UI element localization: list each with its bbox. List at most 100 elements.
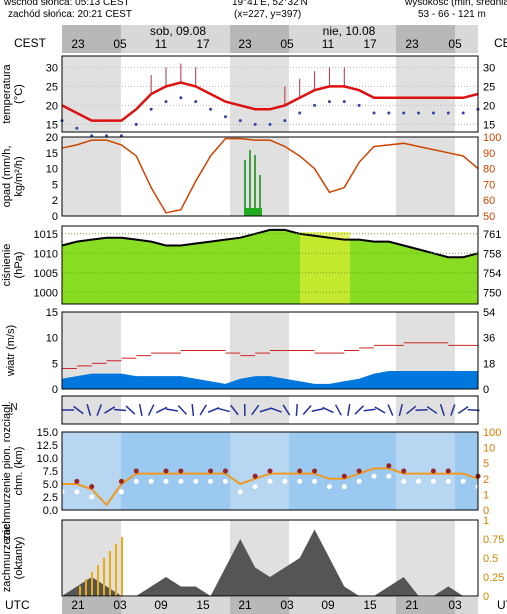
hour-bottom-label: 03 <box>113 598 127 612</box>
hour-top-label: 23 <box>71 37 85 51</box>
cloud-base-point <box>237 489 243 495</box>
wind-direction-arrow <box>125 405 136 415</box>
pressure-tick-left: 1010 <box>34 248 58 260</box>
night-shade <box>230 396 289 424</box>
night-shade <box>396 56 455 132</box>
panel-border <box>61 225 479 305</box>
temp-tick-left: 15 <box>46 119 58 131</box>
dewpoint-point <box>164 100 168 104</box>
precip-tick-left: 10 <box>46 164 58 176</box>
cloud-base-point <box>341 484 347 490</box>
precip-bar <box>244 208 262 216</box>
cloud-base-point <box>297 478 303 484</box>
cloud-tick-right: 10 <box>483 443 495 455</box>
dewpoint-point <box>268 122 272 126</box>
cloud-top-point <box>267 468 273 474</box>
precip-tick-left: 15 <box>46 148 58 160</box>
dewpoint-point <box>298 111 302 115</box>
panel-border <box>61 519 479 597</box>
cloud-base-point <box>371 473 377 479</box>
cloud-cover-area <box>62 529 478 596</box>
panel-border <box>61 311 479 390</box>
wind-direction-arrow <box>282 404 291 416</box>
dewpoint-point <box>387 111 391 115</box>
temp-tick-right: 30 <box>483 62 495 74</box>
cloud-top-point <box>430 468 436 474</box>
wind-direction-arrow <box>406 405 417 415</box>
cloud-tick-left: 2.5 <box>43 492 58 504</box>
dewpoint-point <box>134 122 138 126</box>
cloud-axis-label: chm. (km) <box>13 447 25 496</box>
cover-tick-right: 0.25 <box>483 572 504 584</box>
wind-direction-arrow <box>218 407 230 413</box>
dewpoint-point <box>194 100 198 104</box>
hour-top-label: 11 <box>155 37 168 51</box>
wind-direction-arrow <box>199 404 207 416</box>
dewpoint-point <box>402 111 406 115</box>
pressure-tick-right: 754 <box>483 268 501 280</box>
elevation-values: 53 - 66 - 121 m <box>418 9 486 20</box>
pressure-area <box>62 229 478 304</box>
day-label: nie, 10.08 <box>323 24 376 38</box>
cloud-tick-left: 0.0 <box>43 505 58 517</box>
wind-direction-arrow <box>374 406 386 414</box>
cloud-tick-left: 5.0 <box>43 479 58 491</box>
pressure-axis-label: (hPa) <box>13 252 25 279</box>
cloud-axis-label: zachmurzenie pion. rozciągł. <box>1 401 13 540</box>
precip-tick-right: 70 <box>483 179 495 191</box>
wind-direction-arrow <box>426 405 438 415</box>
wind-tick-left: 0 <box>52 384 58 396</box>
wind-tick-left: 15 <box>46 307 58 319</box>
temperature-line <box>61 81 479 122</box>
cloud-top-point <box>118 478 124 484</box>
wind-speed-area <box>62 371 478 389</box>
temp-tick-right: 25 <box>483 81 495 93</box>
coords-text: 19°41'E, 52°32'N <box>232 0 308 8</box>
dewpoint-point <box>209 107 213 111</box>
cover-tick-right: 1 <box>483 515 489 527</box>
cloud-top-point <box>341 473 347 479</box>
dewpoint-point <box>75 126 79 130</box>
hour-bottom-label: 15 <box>363 598 377 612</box>
cloud-base-point <box>252 484 258 490</box>
wind-direction-arrow <box>450 404 456 416</box>
hour-top-label: 05 <box>113 37 127 51</box>
pressure-tick-left: 1000 <box>34 287 58 299</box>
night-shade <box>396 137 455 216</box>
wind-direction-arrow <box>113 408 127 412</box>
dewpoint-point <box>357 103 361 107</box>
top-night-band <box>62 25 121 53</box>
tz-top-label-right: CEST <box>494 36 507 50</box>
wind-tick-left: 10 <box>46 333 58 345</box>
hour-top-label: 23 <box>238 37 252 51</box>
temp-tick-left: 30 <box>46 62 58 74</box>
cloud-top-point <box>74 478 80 484</box>
cover-tick-right: 0.5 <box>483 553 498 565</box>
dewpoint-point <box>372 111 376 115</box>
tz-top-label: CEST <box>14 36 47 50</box>
wind-tick-right: 18 <box>483 358 495 370</box>
temp-axis-label: (°C) <box>13 84 25 104</box>
hour-bottom-label: 21 <box>71 598 85 612</box>
wind-direction-arrow <box>207 407 220 413</box>
cloud-base-point <box>445 478 451 484</box>
pressure-highlight <box>300 232 350 304</box>
sunrise-text: wschód słońca: 05:13 CEST <box>4 0 130 8</box>
bottom-night-band <box>62 597 121 614</box>
hour-bottom-label: 15 <box>196 598 210 612</box>
wind-direction-arrow <box>96 404 103 416</box>
cloud-base-point <box>208 478 214 484</box>
cloud-base-point <box>178 478 184 484</box>
dewpoint-point <box>238 119 242 123</box>
precip-axis-label: opad (mm/h, <box>1 146 13 208</box>
cover-axis-label: zachmurzenie <box>1 524 13 592</box>
top-night-band <box>230 25 289 53</box>
cloud-top-point <box>208 468 214 474</box>
wind-direction-arrow <box>138 403 143 417</box>
cloud-tick-left: 12.5 <box>37 440 58 452</box>
wind-direction-arrow <box>165 408 179 412</box>
wind-direction-arrow <box>457 406 469 414</box>
visibility-line <box>62 467 479 507</box>
dewpoint-point <box>149 107 153 111</box>
cloud-tick-left: 10.0 <box>37 453 58 465</box>
